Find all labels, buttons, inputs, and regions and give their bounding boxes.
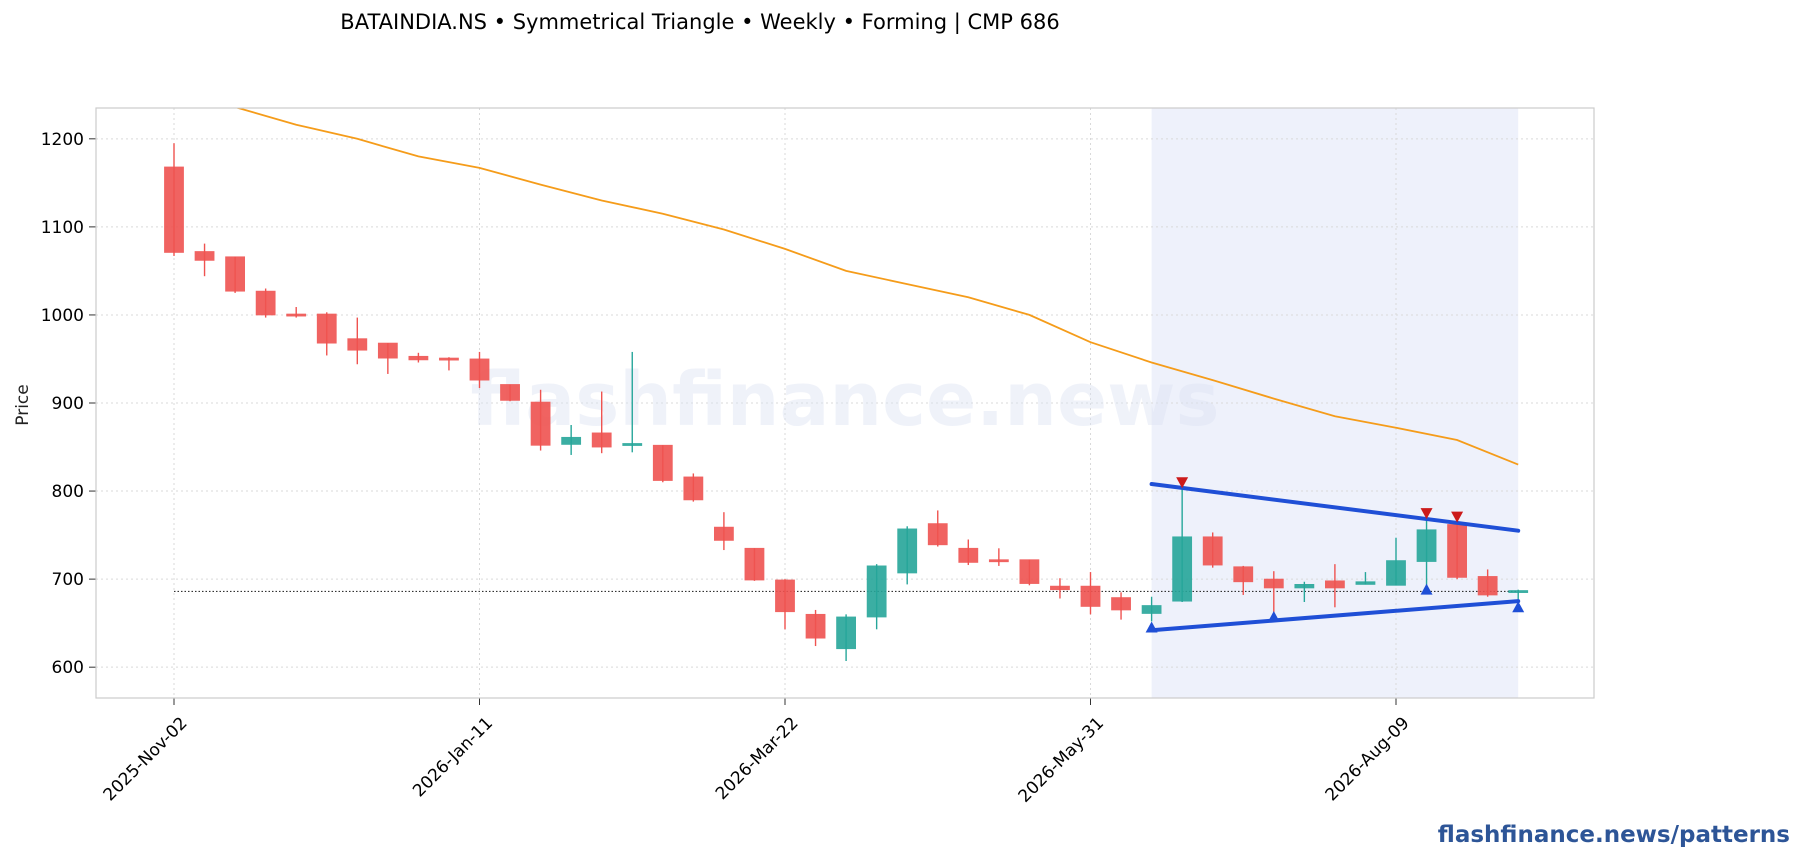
x-tick-label: 2026-May-31 — [1015, 713, 1108, 806]
candle-body-down — [927, 523, 948, 546]
watermark-text: flashfinance.news — [470, 357, 1219, 443]
candle-body-down — [1233, 566, 1254, 583]
candle-body-down — [1263, 578, 1284, 589]
plot-area: 600 700 800 900 1000 1100 1200 2025-Nov-02 2026-… — [41, 107, 1595, 807]
candle-body-down — [1325, 580, 1345, 589]
candle-body-up — [1386, 560, 1406, 586]
plot-border — [95, 107, 1595, 699]
lower-trendline — [1149, 599, 1521, 633]
upper-trendline — [1149, 482, 1521, 533]
trough-marker — [1267, 610, 1280, 622]
candle-body-down — [255, 290, 276, 316]
trough-marker — [1420, 583, 1433, 595]
candle-body-down — [652, 444, 673, 481]
y-tick-label: 700 — [52, 570, 84, 590]
candle-body-down — [1447, 524, 1467, 578]
candle-body-down — [347, 338, 368, 351]
candle-body-down — [988, 559, 1009, 563]
candle-body-down — [316, 313, 337, 344]
candle-body-down — [714, 526, 734, 541]
candle-body-down — [225, 256, 246, 292]
candle-body-up — [1172, 536, 1193, 602]
candle-body-down — [775, 579, 795, 613]
x-tick-label: 2026-Aug-09 — [1322, 713, 1414, 805]
y-tick-label: 1200 — [41, 130, 84, 150]
y-tick-label: 800 — [52, 482, 84, 502]
candle-body-up — [1294, 584, 1315, 589]
y-axis-label: Price — [13, 384, 33, 425]
candle-body-down — [194, 251, 215, 261]
trough-marker — [1512, 601, 1525, 613]
x-tick-label: 2025-Nov-02 — [100, 713, 192, 805]
y-tick-label: 600 — [52, 658, 84, 678]
x-tick-label: 2026-Mar-22 — [712, 713, 803, 804]
footer-link[interactable]: flashfinance.news/patterns — [1438, 822, 1790, 848]
candle-body-down — [958, 547, 979, 563]
candle-body-up — [1416, 529, 1437, 562]
y-tick-label: 1000 — [41, 306, 84, 326]
candle-body-down — [1202, 536, 1223, 566]
candle-body-up — [836, 616, 856, 650]
candle-body-down — [1050, 585, 1070, 591]
candle-body-up — [897, 528, 918, 574]
peak-marker — [1420, 508, 1433, 520]
candle-body-down — [1111, 597, 1131, 611]
candle-body-down — [1477, 576, 1498, 596]
candle-body-down — [683, 476, 704, 501]
candle-body-down — [164, 166, 184, 253]
peak-marker — [1176, 477, 1189, 489]
candle-body-up — [1141, 605, 1162, 614]
candle-body-down — [591, 432, 612, 448]
candle-body-down — [377, 342, 398, 359]
y-tick-label: 1100 — [41, 218, 84, 238]
candle-body-up — [1508, 590, 1529, 593]
candle-body-up — [561, 436, 582, 445]
chart-title: BATAINDIA.NS • Symmetrical Triangle • We… — [340, 10, 1059, 35]
candle-body-down — [805, 613, 826, 639]
candle-body-down — [1080, 585, 1101, 607]
peak-marker — [1451, 511, 1464, 523]
candle-body-down — [439, 357, 459, 361]
candle-body-down — [469, 358, 490, 381]
candle-body-down — [408, 355, 429, 361]
trough-marker — [1145, 621, 1158, 633]
moving-average-line — [234, 108, 1519, 466]
candle-body-up — [866, 565, 887, 618]
y-tick-label: 900 — [52, 394, 84, 414]
candle-body-down — [744, 547, 765, 581]
candle-body-up — [1355, 581, 1376, 585]
candle-body-up — [622, 443, 643, 446]
candle-body-down — [286, 313, 307, 317]
candle-body-down — [530, 401, 551, 446]
x-tick-label: 2026-Jan-11 — [409, 713, 497, 801]
candle-body-down — [500, 384, 520, 401]
candle-body-down — [1019, 559, 1040, 584]
